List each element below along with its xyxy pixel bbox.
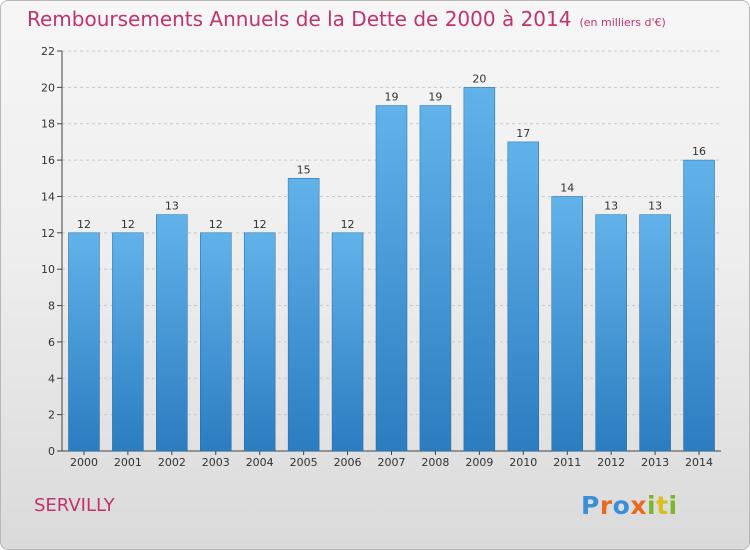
y-tick-label: 8 (48, 300, 55, 313)
x-tick-label: 2000 (70, 456, 98, 469)
bar-value-label: 13 (604, 200, 618, 213)
y-tick-label: 12 (41, 227, 55, 240)
bar (112, 232, 144, 452)
x-tick-label: 2010 (509, 456, 537, 469)
bar (331, 232, 364, 452)
y-tick-label: 0 (48, 445, 55, 458)
y-tick-label: 6 (48, 336, 55, 349)
bar (419, 105, 452, 452)
y-tick-label: 10 (41, 263, 55, 276)
bar-value-label: 12 (253, 218, 267, 231)
bar-value-label: 13 (648, 200, 662, 213)
bar (507, 141, 540, 452)
bar (156, 214, 188, 452)
bar (200, 232, 232, 452)
x-tick-label: 2003 (202, 456, 230, 469)
bar (375, 105, 408, 452)
bar (639, 214, 671, 452)
bar (595, 214, 627, 452)
bar-value-label: 17 (516, 127, 530, 140)
y-tick-label: 20 (41, 81, 55, 94)
x-tick-label: 2009 (465, 456, 493, 469)
bar (463, 87, 496, 452)
x-tick-label: 2011 (553, 456, 581, 469)
x-tick-label: 2005 (290, 456, 318, 469)
y-tick-label: 22 (41, 45, 55, 58)
title-text: Remboursements Annuels de la Dette de 20… (27, 7, 572, 31)
commune-name: SERVILLY (34, 495, 115, 516)
title-unit: (en milliers d'€) (579, 16, 666, 29)
bar-value-label: 19 (385, 91, 399, 104)
bar-value-label: 12 (209, 218, 223, 231)
bar (683, 159, 715, 452)
bar-value-label: 12 (77, 218, 91, 231)
bar-value-label: 15 (297, 163, 311, 176)
x-tick-label: 2006 (334, 456, 362, 469)
bar (68, 232, 100, 452)
x-tick-label: 2007 (378, 456, 406, 469)
x-tick-label: 2013 (641, 456, 669, 469)
x-tick-label: 2002 (158, 456, 186, 469)
bar-value-label: 12 (341, 218, 355, 231)
x-tick-label: 2012 (597, 456, 625, 469)
x-tick-label: 2001 (114, 456, 142, 469)
logo-letter: P (581, 491, 600, 520)
bar (287, 178, 320, 452)
logo-letter: x (630, 491, 647, 520)
labels: 12 2000 12 2001 13 2002 12 2003 12 2004 15 2005 12 20… (70, 72, 713, 469)
bar-value-label: 13 (165, 200, 179, 213)
proxiti-logo: Proxiti (581, 491, 678, 520)
bar (243, 232, 276, 452)
chart-title: Remboursements Annuels de la Dette de 20… (27, 7, 666, 31)
logo-letter: r (599, 491, 613, 520)
logo-letter: i (668, 491, 678, 520)
bars (68, 87, 715, 452)
bar-value-label: 14 (560, 181, 574, 194)
bar-value-label: 12 (121, 218, 135, 231)
y-tick-label: 18 (41, 118, 55, 131)
logo-letter: i (647, 491, 657, 520)
bar-value-label: 16 (692, 145, 706, 158)
logo-letter: t (656, 491, 669, 520)
bar (551, 196, 583, 452)
y-tick-label: 16 (41, 154, 55, 167)
y-tick-label: 4 (48, 372, 55, 385)
x-tick-label: 2014 (685, 456, 713, 469)
x-tick-label: 2008 (421, 456, 449, 469)
y-tick-label: 2 (48, 409, 55, 422)
bar-value-label: 19 (428, 91, 442, 104)
y-tick-label: 14 (41, 190, 55, 203)
logo-letter: o (612, 491, 631, 520)
bar-value-label: 20 (472, 72, 486, 85)
x-tick-label: 2004 (246, 456, 274, 469)
